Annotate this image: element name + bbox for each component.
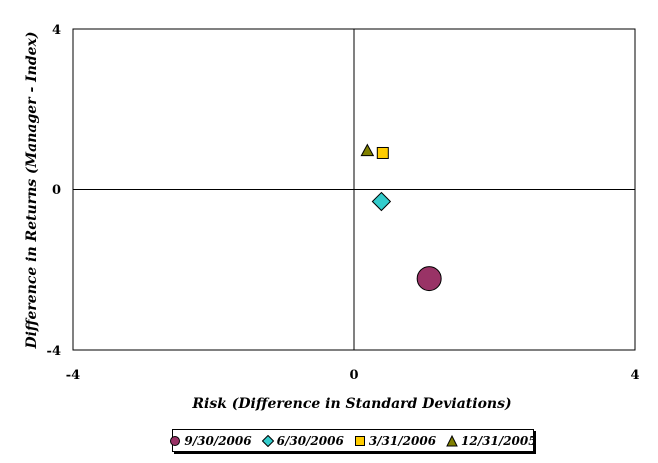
legend-item-12-31-2005: 12/31/2005 bbox=[446, 434, 537, 448]
triangle-marker-icon bbox=[446, 434, 458, 446]
legend-item-9-30-2006: 9/30/2006 bbox=[169, 433, 252, 448]
legend-label: 9/30/2006 bbox=[184, 433, 252, 448]
legend-label: 12/31/2005 bbox=[461, 433, 537, 448]
y-tick-label-bottom: -4 bbox=[47, 344, 61, 359]
data-point-circle bbox=[416, 266, 442, 292]
data-point-diamond bbox=[371, 191, 392, 212]
y-axis-title: Difference in Returns (Manager - Index) bbox=[24, 31, 40, 349]
x-axis-title: Risk (Difference in Standard Deviations) bbox=[191, 396, 511, 412]
diamond-marker-icon bbox=[261, 434, 274, 447]
y-tick-label-mid: 0 bbox=[52, 183, 61, 198]
legend-label: 3/31/2006 bbox=[368, 433, 437, 448]
x-tick-label-right: 4 bbox=[630, 368, 639, 383]
x-tick-label-left: -4 bbox=[66, 368, 80, 383]
data-point-triangle bbox=[360, 143, 375, 157]
legend: 9/30/2006 6/30/2006 3/31/2006 12/31/2005 bbox=[169, 429, 537, 452]
legend-item-3-31-2006: 3/31/2006 bbox=[354, 434, 436, 448]
data-points bbox=[360, 143, 442, 292]
y-tick-label-top: 4 bbox=[52, 23, 61, 38]
x-tick-label-mid: 0 bbox=[349, 368, 358, 383]
circle-marker-icon bbox=[170, 435, 181, 446]
data-point-square bbox=[376, 146, 389, 159]
legend-item-6-30-2006: 6/30/2006 bbox=[261, 433, 344, 448]
legend-label: 6/30/2006 bbox=[276, 433, 344, 448]
square-marker-icon bbox=[354, 435, 365, 446]
